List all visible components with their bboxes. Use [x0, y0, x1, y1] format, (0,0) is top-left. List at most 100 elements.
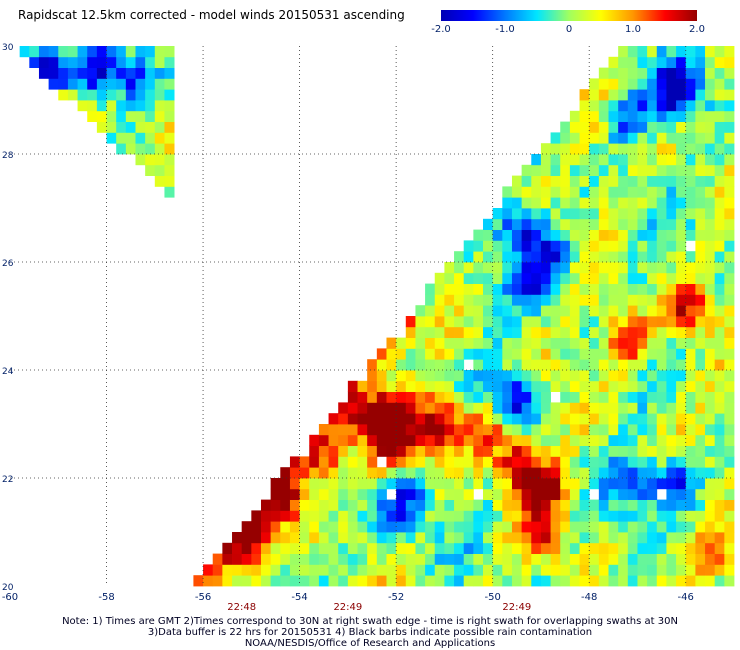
heatmap-cell	[618, 348, 629, 360]
heatmap-cell	[647, 132, 658, 144]
heatmap-cell	[521, 510, 532, 522]
heatmap-cell	[492, 218, 503, 230]
heatmap-cell	[569, 251, 580, 263]
heatmap-cell	[608, 229, 619, 241]
heatmap-cell	[483, 424, 494, 436]
heatmap-cell	[647, 56, 658, 68]
heatmap-cell	[502, 434, 513, 446]
heatmap-cell	[695, 154, 706, 166]
heatmap-cell	[724, 121, 735, 133]
heatmap-cell	[521, 575, 532, 587]
heatmap-cell	[685, 326, 696, 338]
heatmap-cell	[695, 510, 706, 522]
heatmap-cell	[328, 434, 339, 446]
heatmap-cell	[550, 575, 561, 587]
heatmap-cell	[116, 78, 127, 90]
heatmap-cell	[627, 229, 638, 241]
heatmap-cell	[569, 467, 580, 479]
heatmap-cell	[705, 164, 716, 176]
heatmap-cell	[338, 542, 349, 554]
heatmap-cell	[724, 78, 735, 90]
heatmap-cell	[357, 575, 368, 587]
heatmap-cell	[598, 542, 609, 554]
heatmap-cell	[589, 499, 600, 511]
heatmap-cell	[666, 337, 677, 349]
heatmap-cell	[724, 164, 735, 176]
heatmap-cell	[425, 532, 436, 544]
heatmap-cell	[492, 240, 503, 252]
heatmap-cell	[241, 542, 252, 554]
heatmap-cell	[666, 110, 677, 122]
heatmap-cell	[705, 272, 716, 284]
heatmap-cell	[415, 553, 426, 565]
heatmap-cell	[222, 575, 233, 587]
heatmap-cell	[492, 532, 503, 544]
heatmap-cell	[627, 478, 638, 490]
heatmap-cell	[569, 445, 580, 457]
heatmap-cell	[434, 564, 445, 576]
heatmap-cell	[550, 467, 561, 479]
heatmap-cell	[415, 532, 426, 544]
heatmap-cell	[492, 272, 503, 284]
heatmap-cell	[540, 240, 551, 252]
heatmap-cell	[444, 283, 455, 295]
heatmap-cell	[531, 262, 542, 274]
heatmap-cell	[627, 89, 638, 101]
heatmap-cell	[338, 456, 349, 468]
heatmap-cell	[598, 564, 609, 576]
heatmap-cell	[550, 186, 561, 198]
heatmap-cell	[550, 218, 561, 230]
heatmap-cell	[135, 46, 146, 58]
heatmap-cell	[444, 326, 455, 338]
heatmap-cell	[618, 175, 629, 187]
heatmap-cell	[627, 294, 638, 306]
heatmap-cell	[666, 391, 677, 403]
heatmap-cell	[598, 575, 609, 587]
heatmap-cell	[106, 89, 117, 101]
heatmap-cell	[492, 402, 503, 414]
heatmap-cell	[627, 175, 638, 187]
heatmap-cell	[386, 359, 397, 371]
heatmap-cell	[579, 456, 590, 468]
heatmap-cell	[511, 413, 523, 425]
heatmap-cell	[685, 197, 696, 209]
heatmap-cell	[705, 370, 716, 382]
heatmap-cell	[724, 434, 735, 446]
heatmap-cell	[444, 456, 455, 468]
heatmap-cell	[598, 229, 609, 241]
heatmap-cell	[473, 467, 484, 479]
heatmap-cell	[560, 445, 571, 457]
heatmap-cell	[666, 510, 677, 522]
heatmap-cell	[714, 67, 725, 79]
heatmap-cell	[656, 510, 667, 522]
heatmap-cell	[338, 434, 349, 446]
heatmap-cell	[550, 143, 561, 155]
heatmap-cell	[676, 121, 687, 133]
heatmap-cell	[415, 488, 426, 500]
heatmap-cell	[676, 294, 687, 306]
heatmap-cell	[589, 294, 600, 306]
x-tick-label: -48	[581, 592, 597, 603]
heatmap-cell	[637, 445, 648, 457]
heatmap-cell	[502, 359, 513, 371]
heatmap-cell	[289, 553, 300, 565]
heatmap-cell	[569, 478, 580, 490]
heatmap-cell	[531, 478, 542, 490]
heatmap-cell	[454, 564, 465, 576]
heatmap-cell	[444, 542, 455, 554]
heatmap-cell	[212, 575, 223, 587]
heatmap-cell	[521, 305, 532, 317]
heatmap-cell	[705, 229, 716, 241]
heatmap-cell	[502, 402, 513, 414]
heatmap-cell	[260, 532, 272, 544]
heatmap-cell	[618, 89, 629, 101]
heatmap-cell	[685, 294, 696, 306]
heatmap-cell	[579, 100, 590, 112]
heatmap-cell	[318, 424, 329, 436]
heatmap-cell	[511, 316, 523, 328]
heatmap-cell	[145, 164, 156, 176]
heatmap-cell	[502, 488, 513, 500]
heatmap-cell	[444, 553, 455, 565]
heatmap-cell	[251, 553, 262, 565]
heatmap-cell	[473, 391, 484, 403]
